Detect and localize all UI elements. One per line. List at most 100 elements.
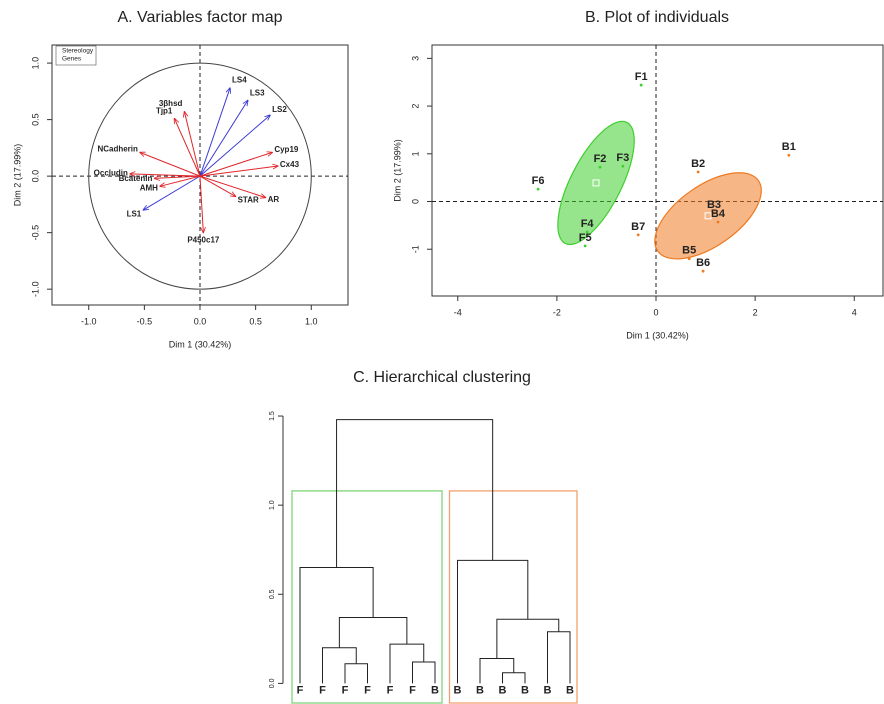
point — [639, 83, 643, 87]
point-label: B5 — [682, 245, 696, 257]
dendrogram-link — [457, 559, 529, 684]
arrow-label: NCadherin — [97, 145, 138, 154]
dendrogram-link — [338, 616, 408, 648]
point — [585, 230, 589, 234]
point — [636, 233, 640, 237]
leaf-label: B — [521, 684, 529, 696]
legend-box — [55, 45, 97, 66]
y-tick-label: 0.5 — [30, 113, 40, 126]
point — [598, 165, 602, 169]
legend-label: Stereology — [62, 48, 94, 55]
y-tick-label: 1.0 — [269, 500, 276, 510]
arrow — [184, 112, 201, 177]
leaf-label: B — [454, 684, 462, 696]
x-axis-label: Dim 1 (30.42%) — [626, 330, 689, 340]
confidence-ellipse — [654, 172, 762, 260]
arrow — [199, 100, 248, 177]
point — [536, 187, 540, 191]
y-tick-label: 0.0 — [30, 170, 40, 183]
y-tick-label: 1.0 — [30, 57, 40, 70]
dendrogram-link — [547, 631, 571, 684]
chart-title: A. Variables factor map — [117, 9, 282, 26]
point-label: B4 — [711, 208, 726, 220]
arrow — [199, 115, 270, 177]
arrow — [199, 175, 236, 196]
y-tick-label: -1 — [410, 245, 420, 253]
arrow-label: P450c17 — [187, 236, 220, 245]
point-label: B6 — [696, 257, 710, 269]
x-tick-label: 0 — [654, 307, 659, 317]
dendrogram-link — [344, 663, 368, 684]
centroid — [592, 179, 600, 187]
leaf-label: B — [499, 684, 507, 696]
leaf-label: F — [297, 684, 304, 696]
y-tick-label: 3 — [410, 56, 420, 61]
point — [712, 211, 716, 215]
arrow-label: AR — [268, 195, 280, 204]
point-label: F2 — [594, 153, 607, 165]
chart-title: B. Plot of individuals — [585, 9, 729, 26]
arrow-label: Tjp1 — [156, 106, 173, 115]
point-label: F1 — [635, 71, 648, 83]
chart-title: C. Hierarchical clustering — [353, 369, 531, 386]
leaf-label: B — [544, 684, 552, 696]
arrow-label: Cx43 — [280, 160, 300, 169]
leaf-label: B — [476, 684, 484, 696]
point-label: F3 — [616, 152, 629, 164]
leaf-label: F — [409, 684, 416, 696]
arrow — [140, 152, 201, 177]
arrow-label: Bcatenin — [119, 174, 153, 183]
arrow — [199, 88, 230, 177]
x-tick-label: -4 — [454, 307, 462, 317]
confidence-ellipse — [557, 120, 635, 246]
x-tick-label: 2 — [753, 307, 758, 317]
dendrogram-link — [412, 661, 436, 684]
x-tick-label: 0.0 — [194, 316, 207, 326]
plot-frame — [431, 44, 884, 297]
arrow-label: 3βhsd — [159, 99, 183, 108]
leaf-label: F — [319, 684, 326, 696]
y-tick-label: 1.5 — [269, 411, 276, 421]
dendrogram-link — [479, 657, 515, 684]
arrow — [130, 174, 201, 176]
leaf-label: B — [431, 684, 439, 696]
arrow-label: Occludin — [94, 169, 128, 178]
arrow — [174, 118, 201, 177]
arrow — [143, 175, 201, 210]
y-tick-label: -0.5 — [30, 225, 40, 241]
leaf-label: B — [566, 684, 574, 696]
dendrogram-link — [299, 567, 374, 684]
y-tick-label: 0.0 — [269, 678, 276, 688]
y-tick-label: 1 — [410, 151, 420, 156]
y-tick-label: 0 — [410, 199, 420, 204]
x-axis-label: Dim 1 (30.42%) — [169, 339, 232, 349]
unit-circle — [88, 62, 312, 290]
point-label: F5 — [579, 232, 592, 244]
arrow — [199, 176, 203, 233]
point-label: F6 — [532, 175, 545, 187]
point-label: B3 — [707, 199, 721, 211]
arrow — [199, 152, 272, 177]
y-tick-label: 0.5 — [269, 589, 276, 599]
leaf-label: F — [364, 684, 371, 696]
point — [696, 170, 700, 174]
y-axis-label: Dim 2 (17.99%) — [12, 144, 22, 207]
dendrogram-link — [502, 672, 526, 684]
cluster-box — [448, 490, 578, 704]
arrow-label: AMH — [140, 183, 158, 192]
leaf-label: F — [342, 684, 349, 696]
y-tick-label: -1.0 — [30, 281, 40, 297]
legend-label: Genes — [62, 56, 82, 63]
centroid — [704, 212, 712, 220]
x-tick-label: -1.0 — [81, 316, 97, 326]
dendrogram-link — [389, 643, 425, 684]
point — [787, 153, 791, 157]
dendrogram-link — [336, 419, 494, 568]
point-label: F4 — [581, 218, 595, 230]
y-tick-label: 2 — [410, 104, 420, 109]
dendrogram-link — [322, 647, 357, 684]
x-tick-label: 4 — [852, 307, 857, 317]
point — [583, 244, 587, 248]
x-tick-label: -2 — [553, 307, 561, 317]
